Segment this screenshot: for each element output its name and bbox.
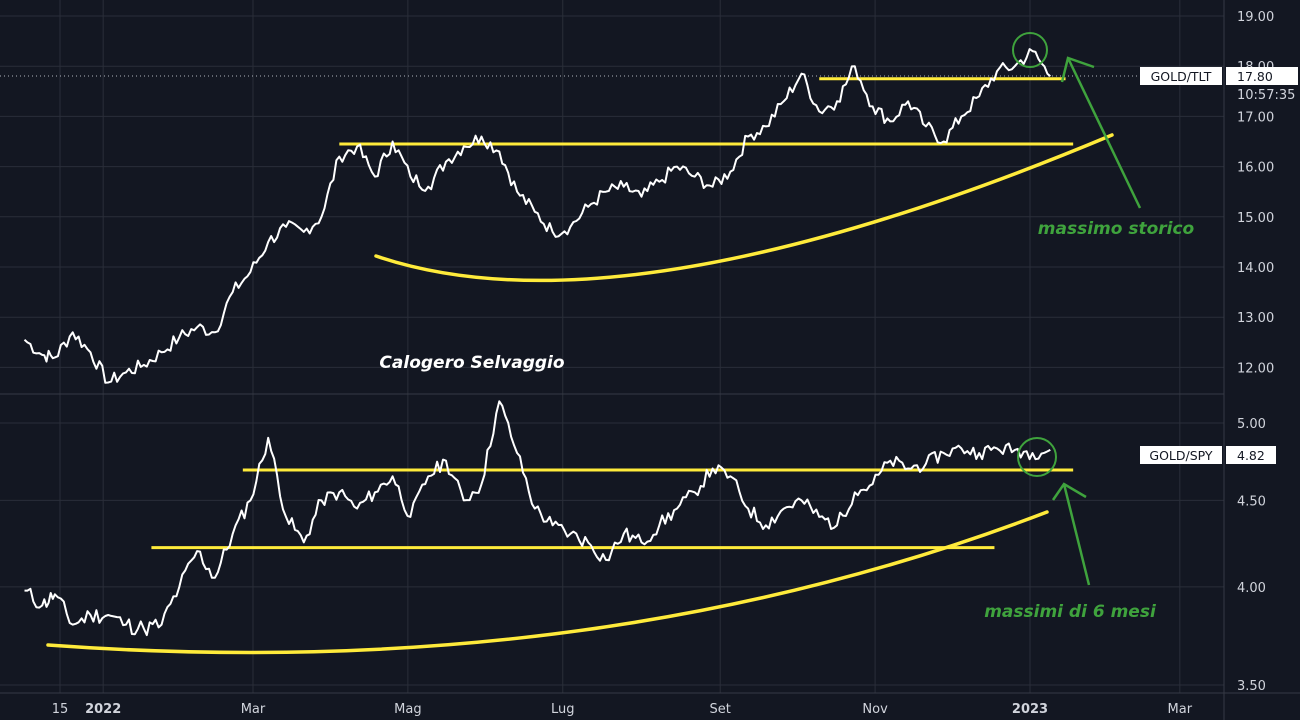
bottom-series-tag[interactable]: GOLD/SPY	[1140, 446, 1222, 464]
top-y-tick-label: 14.00	[1237, 261, 1274, 276]
bottom-last-price-tag[interactable]: 4.82	[1226, 446, 1276, 464]
time-axis[interactable]: 15 2022 Mar Mag Lug Set Nov 2023 Mar	[52, 702, 1193, 717]
bottom-price-axis[interactable]: 5.00 4.50 4.00 3.50	[1237, 417, 1266, 694]
top-y-tick-label: 16.00	[1237, 161, 1274, 176]
top-rounding-bottom-curve[interactable]	[374, 133, 1114, 283]
top-y-tick-label: 12.00	[1237, 361, 1274, 376]
top-high-circle[interactable]	[1012, 32, 1048, 68]
x-tick-label: Mag	[394, 702, 421, 717]
bottom-high-circle[interactable]	[1017, 437, 1057, 477]
x-tick-label: Nov	[862, 702, 888, 717]
x-tick-label: Set	[710, 702, 731, 717]
top-last-price-tag[interactable]: 17.80 10:57:35	[1226, 67, 1298, 103]
top-last-price: 17.80	[1237, 69, 1273, 84]
top-y-tick-label: 15.00	[1237, 211, 1274, 226]
bar-countdown: 10:57:35	[1237, 88, 1295, 103]
bottom-y-tick-label: 5.00	[1237, 417, 1266, 432]
top-resistance-lines[interactable]	[339, 77, 1074, 146]
bottom-y-tick-label: 4.00	[1237, 581, 1266, 596]
bottom-annotation-text: massimi di 6 mesi	[984, 602, 1157, 622]
x-tick-label: Lug	[551, 702, 575, 717]
top-y-tick-label: 13.00	[1237, 311, 1274, 326]
bottom-rounding-bottom-curve[interactable]	[46, 510, 1049, 655]
grid-lines	[0, 0, 1224, 693]
top-annotation-text: massimo storico	[1038, 219, 1195, 239]
bottom-y-tick-label: 4.50	[1237, 494, 1266, 509]
bottom-arrow[interactable]	[1051, 482, 1091, 586]
top-series-tag[interactable]: GOLD/TLT	[1140, 67, 1222, 85]
top-y-tick-label: 19.00	[1237, 10, 1274, 25]
gold-spy-price-line[interactable]	[24, 400, 1051, 637]
x-tick-label: Mar	[1168, 702, 1193, 717]
top-y-tick-label: 17.00	[1237, 110, 1274, 125]
bottom-support-lines[interactable]	[151, 468, 1074, 550]
author-watermark: Calogero Selvaggio	[379, 353, 564, 373]
bottom-series-name: GOLD/SPY	[1149, 448, 1213, 463]
gold-tlt-price-line[interactable]	[23, 48, 1051, 384]
bottom-y-tick-label: 3.50	[1237, 679, 1266, 694]
bottom-last-price: 4.82	[1237, 448, 1265, 463]
x-tick-label: 2023	[1012, 702, 1048, 717]
x-tick-label: 2022	[85, 702, 121, 717]
top-series-name: GOLD/TLT	[1151, 69, 1212, 84]
top-arrow[interactable]	[1060, 56, 1142, 209]
x-tick-label: 15	[52, 702, 69, 717]
x-tick-label: Mar	[241, 702, 266, 717]
